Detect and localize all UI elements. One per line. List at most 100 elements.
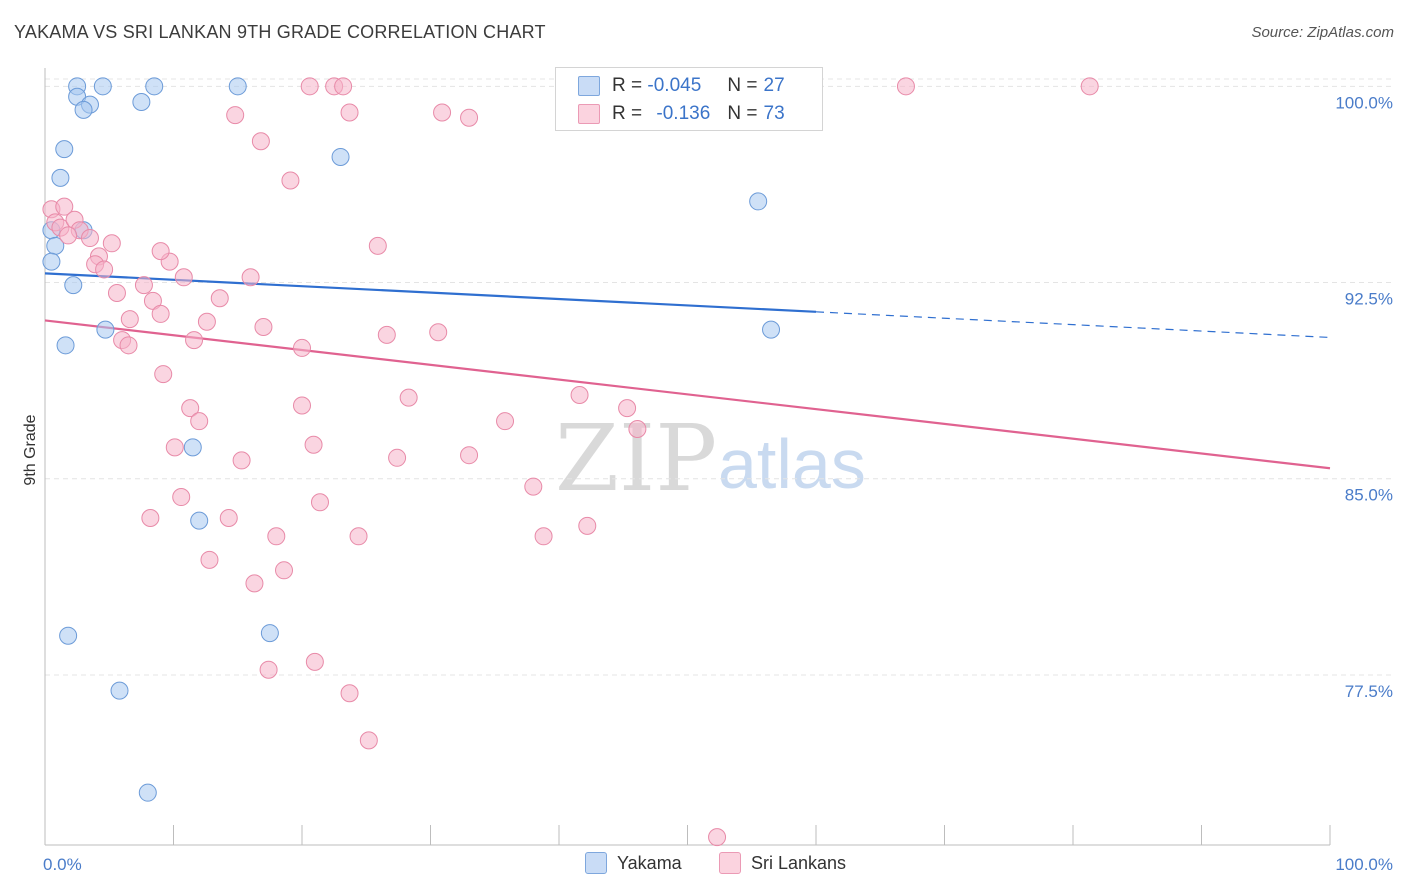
trend-line-solid: [44, 272, 817, 313]
yakama-legend-swatch: [585, 852, 607, 874]
data-point: [228, 77, 247, 96]
data-point: [304, 435, 323, 454]
r-label: R =: [612, 75, 643, 96]
data-point: [200, 550, 219, 569]
data-point: [119, 336, 138, 355]
watermark: ZIP atlas: [555, 405, 866, 512]
yakama-r-value: -0.045: [647, 75, 702, 96]
data-point: [93, 77, 112, 96]
data-point: [74, 100, 93, 119]
data-point: [377, 325, 396, 344]
data-point: [331, 147, 350, 166]
legend-row-yakama: R = -0.045 N = 27: [578, 73, 785, 99]
legend-row-sri-lankans: R = -0.136 N = 73: [578, 101, 785, 127]
data-point: [460, 446, 479, 465]
data-point: [51, 168, 70, 187]
sri-lankans-swatch: [578, 104, 600, 124]
sri-lankans-legend-swatch: [719, 852, 741, 874]
trend-line: [44, 319, 1331, 470]
yakama-legend-label: Yakama: [617, 852, 682, 873]
data-point: [310, 493, 329, 512]
data-point: [183, 438, 202, 457]
data-point: [138, 783, 157, 802]
data-point: [107, 283, 126, 302]
data-point: [59, 226, 78, 245]
data-point: [359, 731, 378, 750]
series-sri-lankans: [42, 77, 1099, 847]
sri-lankans-n-value: 73: [763, 103, 785, 124]
data-point: [55, 140, 74, 159]
data-point: [460, 108, 479, 127]
yakama-swatch: [578, 76, 600, 96]
data-point: [349, 527, 368, 546]
y-axis-label: 9th Grade: [22, 414, 39, 485]
data-point: [232, 451, 251, 470]
data-point: [340, 684, 359, 703]
trend-line-dashed: [815, 311, 1331, 339]
data-point: [267, 527, 286, 546]
data-point: [570, 386, 589, 405]
trend-lines: [44, 272, 1331, 470]
y-tick-label: 100.0%: [1335, 93, 1393, 112]
data-point: [259, 660, 278, 679]
data-point: [388, 448, 407, 467]
data-point: [145, 77, 164, 96]
data-point: [226, 106, 245, 125]
data-point: [275, 561, 294, 580]
data-point: [110, 681, 129, 700]
data-point: [281, 171, 300, 190]
data-point: [1080, 77, 1099, 96]
data-point: [42, 252, 61, 271]
data-point: [334, 77, 353, 96]
data-point: [293, 338, 311, 357]
data-point: [578, 516, 597, 535]
sri-lankans-legend-label: Sri Lankans: [751, 852, 847, 873]
data-point: [132, 93, 151, 112]
data-point: [190, 511, 209, 530]
data-point: [896, 77, 915, 96]
data-point: [260, 624, 279, 643]
axes: [44, 68, 1331, 846]
sri-lankans-r-value: -0.136: [656, 103, 711, 124]
data-point: [80, 229, 99, 248]
data-point: [64, 276, 83, 295]
data-point: [496, 412, 515, 431]
data-point: [197, 312, 216, 331]
data-point: [141, 508, 160, 527]
data-point: [219, 508, 238, 527]
y-tick-label: 77.5%: [1345, 682, 1393, 701]
data-point: [151, 304, 170, 323]
data-point: [300, 77, 319, 96]
data-point: [190, 412, 209, 431]
data-point: [305, 652, 324, 671]
data-point: [174, 268, 193, 287]
data-point: [618, 399, 637, 418]
data-point: [254, 318, 273, 336]
data-point: [56, 336, 75, 355]
data-point: [59, 626, 78, 645]
data-point: [165, 438, 184, 457]
data-point: [433, 103, 452, 122]
r-label: R =: [612, 103, 643, 124]
data-point: [210, 289, 229, 308]
data-point: [172, 488, 191, 507]
y-tick-label: 92.5%: [1345, 290, 1393, 309]
data-point: [399, 388, 418, 407]
data-point: [534, 527, 553, 546]
data-point: [55, 197, 74, 216]
data-point: [628, 420, 647, 439]
bottom-legend-yakama: Yakama: [585, 852, 682, 874]
data-point: [96, 320, 115, 339]
n-label: N =: [727, 103, 758, 124]
data-point: [241, 268, 260, 287]
data-points: [42, 77, 1099, 847]
data-point: [151, 242, 170, 261]
data-point: [245, 574, 264, 593]
tick-labels: 100.0% 92.5% 85.0% 77.5% 0.0% 100.0%: [43, 93, 1393, 874]
data-point: [95, 260, 114, 279]
stats-legend: R = -0.045 N = 27 R = -0.136 N = 73: [555, 67, 823, 131]
bottom-legend-sri-lankans: Sri Lankans: [719, 852, 846, 874]
data-point: [134, 276, 153, 295]
series-yakama: [42, 77, 781, 802]
data-point: [181, 399, 200, 418]
